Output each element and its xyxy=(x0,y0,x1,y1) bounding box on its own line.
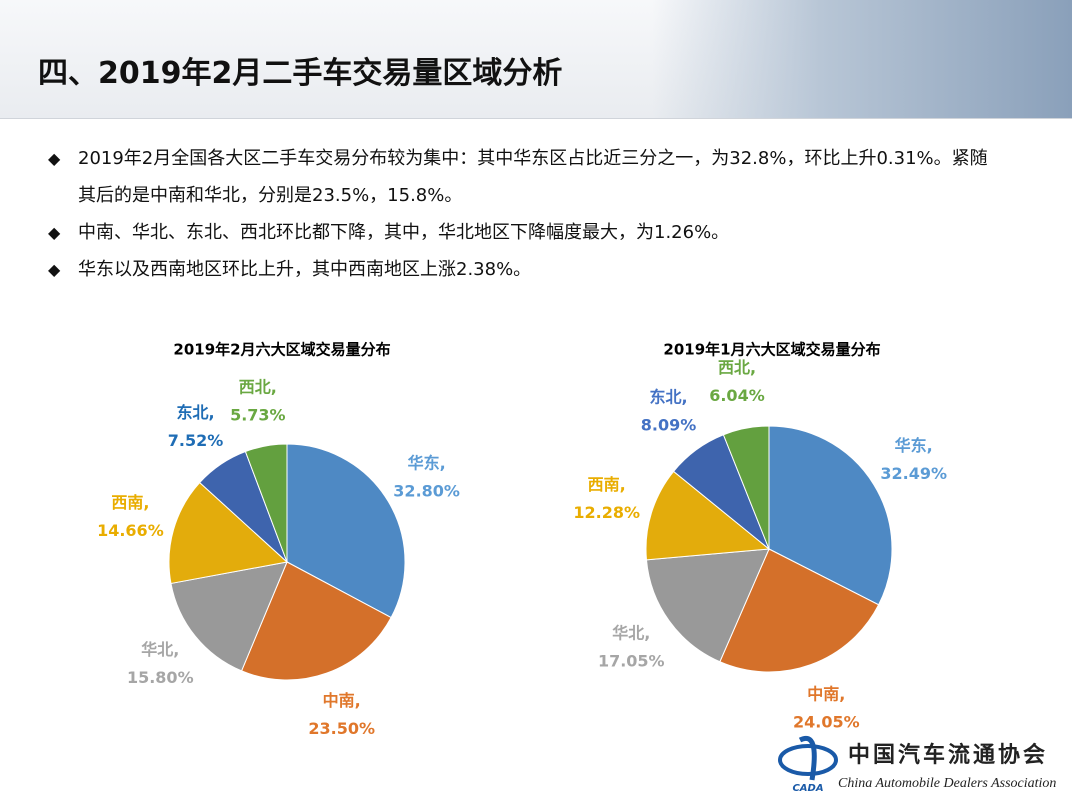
pie-slice xyxy=(244,443,288,563)
logo-english: China Automobile Dealers Association xyxy=(838,776,1056,791)
value-label: 24.05% xyxy=(793,712,860,731)
value-label: 23.50% xyxy=(308,719,375,738)
value-label: 6.04% xyxy=(709,386,765,405)
slice-label: 西南, xyxy=(588,475,626,494)
pie-slice xyxy=(168,481,289,585)
pie-slice xyxy=(286,443,406,619)
slice-label: 中南, xyxy=(323,691,361,710)
header xyxy=(0,0,1072,119)
logo-abbr: CADA xyxy=(792,783,823,794)
slice-label: 华东, xyxy=(408,454,446,473)
pie-slice xyxy=(768,425,893,606)
pie-slice xyxy=(170,561,288,672)
slice-label: 西北, xyxy=(239,377,277,396)
value-label: 17.05% xyxy=(598,652,665,671)
slice-label: 华北, xyxy=(612,624,650,643)
bullet: 中南、华北、东北、西北环比都下降，其中，华北地区下降幅度最大，为1.26%。 xyxy=(48,214,993,251)
slice-label: 中南, xyxy=(807,684,845,703)
pie-slice xyxy=(645,470,771,561)
pie-slice xyxy=(645,548,770,663)
slide-title: 四、2019年2月二手车交易量区域分析 xyxy=(38,56,563,91)
logo-swoosh xyxy=(798,735,817,781)
value-label: 12.28% xyxy=(573,503,640,522)
bullet: 2019年2月全国各大区二手车交易分布较为集中：其中华东区占比近三分之一，为32… xyxy=(48,140,993,214)
logo: CADA 中国汽车流通协会 China Automobile Dealers A… xyxy=(778,735,1056,794)
slice-label: 西南, xyxy=(111,493,149,512)
slice-label: 华东, xyxy=(895,436,933,455)
slice-label: 东北, xyxy=(649,388,687,407)
pie-slice xyxy=(722,425,770,550)
bullet: 华东以及西南地区环比上升，其中西南地区上涨2.38%。 xyxy=(48,251,993,288)
logo-name: 中国汽车流通协会 xyxy=(848,742,1048,767)
value-label: 7.52% xyxy=(168,431,224,450)
value-label: 32.80% xyxy=(393,482,460,501)
chart-title: 2019年1月六大区域交易量分布 xyxy=(663,341,880,359)
header-image xyxy=(652,0,1072,118)
pie-slice xyxy=(240,561,392,681)
value-label: 8.09% xyxy=(641,416,697,435)
value-label: 5.73% xyxy=(230,405,286,424)
logo-ring xyxy=(778,744,838,776)
slice-label: 西北, xyxy=(718,358,756,377)
chart-title: 2019年2月六大区域交易量分布 xyxy=(173,341,390,359)
slice-label: 东北, xyxy=(177,403,215,422)
value-label: 32.49% xyxy=(880,464,947,483)
slice-label: 华北, xyxy=(141,640,179,659)
bullet-list: 2019年2月全国各大区二手车交易分布较为集中：其中华东区占比近三分之一，为32… xyxy=(48,140,993,288)
value-label: 15.80% xyxy=(127,668,194,687)
pie-slice xyxy=(719,548,880,673)
value-label: 14.66% xyxy=(97,521,164,540)
